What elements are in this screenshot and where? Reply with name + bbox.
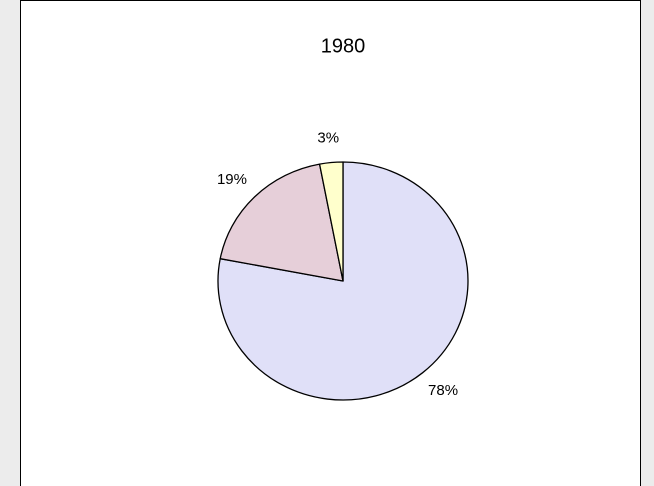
pie-slice	[219, 163, 344, 282]
pie-slice	[318, 161, 344, 282]
data-label: 3%	[317, 130, 339, 147]
data-label: 78%	[428, 382, 458, 399]
chart-title: 1980	[321, 35, 366, 57]
data-label: 19%	[217, 171, 247, 188]
